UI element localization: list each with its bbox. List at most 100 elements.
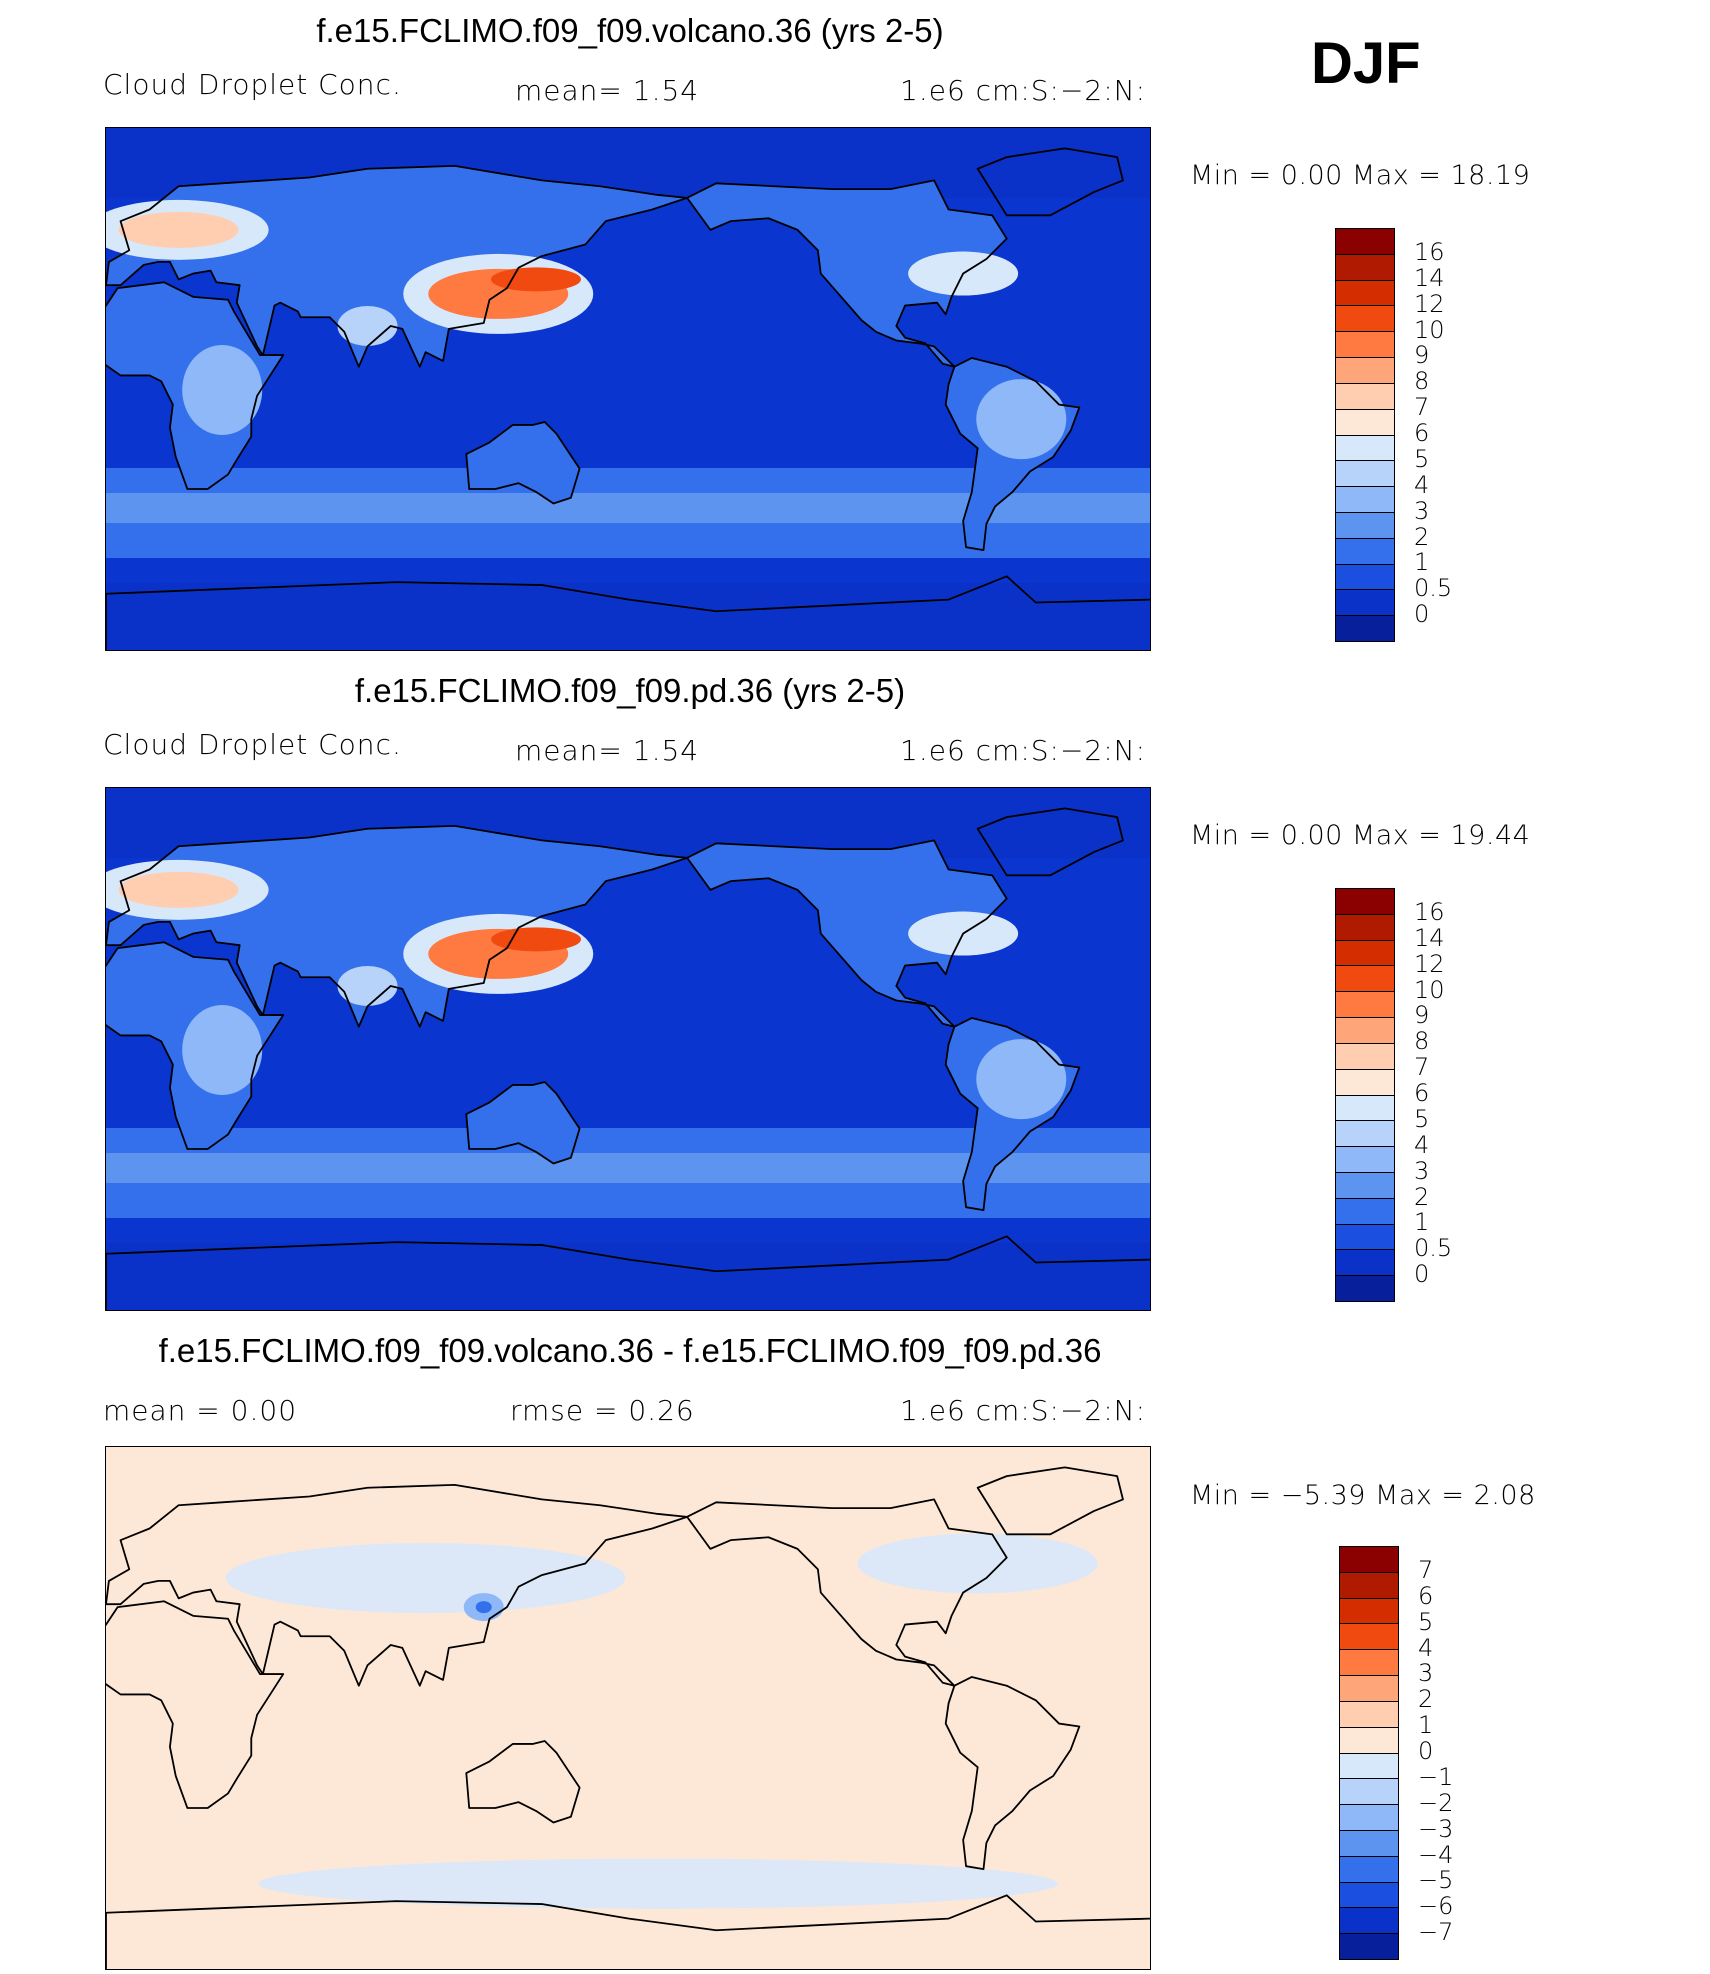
colorbar-tick-label: −2 — [1418, 1788, 1454, 1817]
polar-band-south — [106, 583, 1150, 650]
coastline-greenland — [976, 807, 1124, 877]
colorbar-tick-label: 8 — [1414, 367, 1430, 396]
india-zone — [337, 305, 398, 346]
units-label: 1.e6 cm:S:−2:N: — [900, 734, 1147, 767]
colorbar-tick-label: 0.5 — [1414, 574, 1453, 603]
colorbar-tick-label: 1 — [1414, 548, 1430, 577]
colorbar-swatch — [1336, 306, 1394, 333]
land-shade-namerica — [687, 840, 1007, 1027]
colorbar-swatch — [1340, 1676, 1398, 1702]
colorbar-swatch — [1336, 512, 1394, 539]
colorbar-swatch — [1336, 1069, 1394, 1096]
colorbar-tick-label: 3 — [1414, 1156, 1430, 1185]
world-map — [106, 1447, 1150, 1969]
land-shade-australia — [466, 1082, 580, 1164]
colorbar-tick-label: −7 — [1418, 1918, 1454, 1947]
colorbar-tick-label: 12 — [1414, 949, 1445, 978]
colorbar-tick-label: 10 — [1414, 315, 1445, 344]
colorbar-tick-label: −6 — [1418, 1892, 1454, 1921]
colorbar-tick-label: 4 — [1414, 1130, 1430, 1159]
colorbar-tick-label: 5 — [1414, 444, 1430, 473]
colorbar-swatch — [1336, 1198, 1394, 1225]
variable-label: Cloud Droplet Conc. — [103, 68, 402, 101]
colorbar-swatch — [1336, 992, 1394, 1019]
colorbar — [1339, 1546, 1399, 1960]
panel-title: f.e15.FCLIMO.f09_f09.volcano.36 - f.e15.… — [158, 1332, 1102, 1369]
colorbar-tick-label: 6 — [1414, 419, 1430, 447]
colorbar-swatch — [1336, 1172, 1394, 1199]
coastline-antarctica — [106, 575, 1150, 650]
coastline-eurasia — [106, 1483, 689, 1687]
colorbar-swatch — [1336, 616, 1394, 641]
colorbar-swatch — [1336, 564, 1394, 591]
colorbar-swatch — [1336, 590, 1394, 617]
colorbar-tick-label: 7 — [1418, 1555, 1434, 1584]
colorbar-tick-label: 0 — [1414, 600, 1430, 629]
panel-title: f.e15.FCLIMO.f09_f09.volcano.36 (yrs 2-5… — [316, 12, 944, 49]
colorbar-swatch — [1336, 487, 1394, 513]
south-america-zone — [976, 1039, 1067, 1120]
colorbar — [1335, 888, 1395, 1302]
colorbar-swatch — [1336, 1276, 1394, 1301]
colorbar-labels: 16 14 12 10 9 8 7 6 5 4 3 2 1 0.5 0 — [1414, 228, 1494, 642]
colorbar-tick-label: 8 — [1414, 1027, 1430, 1056]
season-label: DJF — [1311, 31, 1421, 96]
colorbar-swatch — [1340, 1598, 1398, 1625]
colorbar-swatch — [1336, 1043, 1394, 1070]
colorbar-swatch — [1340, 1805, 1398, 1831]
colorbar-tick-label: 6 — [1418, 1581, 1434, 1610]
coastline-australia — [465, 421, 581, 505]
colorbar-swatch — [1340, 1830, 1398, 1857]
colorbar-swatch — [1336, 966, 1394, 993]
mean-label: mean = 0.00 — [103, 1394, 298, 1427]
colorbar-swatch — [1336, 280, 1394, 307]
units-label: 1.e6 cm:S:−2:N: — [900, 74, 1147, 107]
colorbar-tick-label: 7 — [1414, 393, 1430, 422]
coastline-australia — [465, 1081, 581, 1165]
colorbar-tick-label: 6 — [1414, 1079, 1430, 1107]
diff-negative-band — [857, 1533, 1098, 1594]
mean-label: mean= 1.54 — [515, 734, 700, 767]
colorbar-tick-label: 16 — [1414, 237, 1445, 266]
min-max-label: Min = 0.00 Max = 19.44 — [1190, 820, 1531, 851]
colorbar-tick-label: 2 — [1414, 1182, 1430, 1211]
variable-label: Cloud Droplet Conc. — [103, 728, 402, 761]
coastline-greenland — [976, 147, 1124, 217]
colorbar-swatch — [1340, 1547, 1398, 1573]
rmse-label: rmse = 0.26 — [510, 1394, 695, 1427]
colorbar-swatch — [1340, 1908, 1398, 1935]
panel-title: f.e15.FCLIMO.f09_f09.pd.36 (yrs 2-5) — [354, 672, 906, 709]
colorbar-labels: 7 6 5 4 3 2 1 0 −1 −2 −3 −4 −5 −6 −7 — [1418, 1546, 1498, 1960]
colorbar-swatch — [1340, 1572, 1398, 1599]
colorbar-tick-label: 2 — [1418, 1685, 1434, 1714]
colorbar-swatch — [1340, 1779, 1398, 1806]
colorbar-tick-label: 3 — [1414, 496, 1430, 525]
colorbar-tick-label: 16 — [1414, 897, 1445, 926]
colorbar-tick-label: 5 — [1418, 1607, 1434, 1636]
colorbar-swatch — [1336, 940, 1394, 967]
colorbar-swatch — [1336, 409, 1394, 436]
diff-negative-band — [258, 1858, 1059, 1909]
colorbar — [1335, 228, 1395, 642]
min-max-label: Min = 0.00 Max = 18.19 — [1190, 160, 1531, 191]
colorbar-swatch — [1336, 1018, 1394, 1044]
world-map — [106, 128, 1150, 650]
colorbar-tick-label: 5 — [1414, 1104, 1430, 1133]
india-zone — [337, 965, 398, 1006]
diff-china-core — [475, 1601, 492, 1614]
colorbar-swatch — [1336, 332, 1394, 359]
coastline-africa — [106, 1600, 285, 1809]
min-max-label: Min = −5.39 Max = 2.08 — [1190, 1480, 1536, 1511]
colorbar-swatch — [1336, 358, 1394, 384]
colorbar-swatch — [1336, 1250, 1394, 1277]
coastline-samerica — [944, 1676, 1081, 1871]
mean-label: mean= 1.54 — [515, 74, 700, 107]
colorbar-swatch — [1336, 889, 1394, 915]
colorbar-tick-label: 0 — [1418, 1737, 1434, 1765]
colorbar-tick-label: 0.5 — [1414, 1234, 1453, 1263]
coastline-namerica — [686, 179, 1008, 368]
polar-band-south — [106, 1243, 1150, 1310]
coastline-eurasia — [106, 164, 689, 368]
colorbar-swatch — [1336, 1121, 1394, 1148]
colorbar-tick-label: 14 — [1414, 923, 1445, 952]
